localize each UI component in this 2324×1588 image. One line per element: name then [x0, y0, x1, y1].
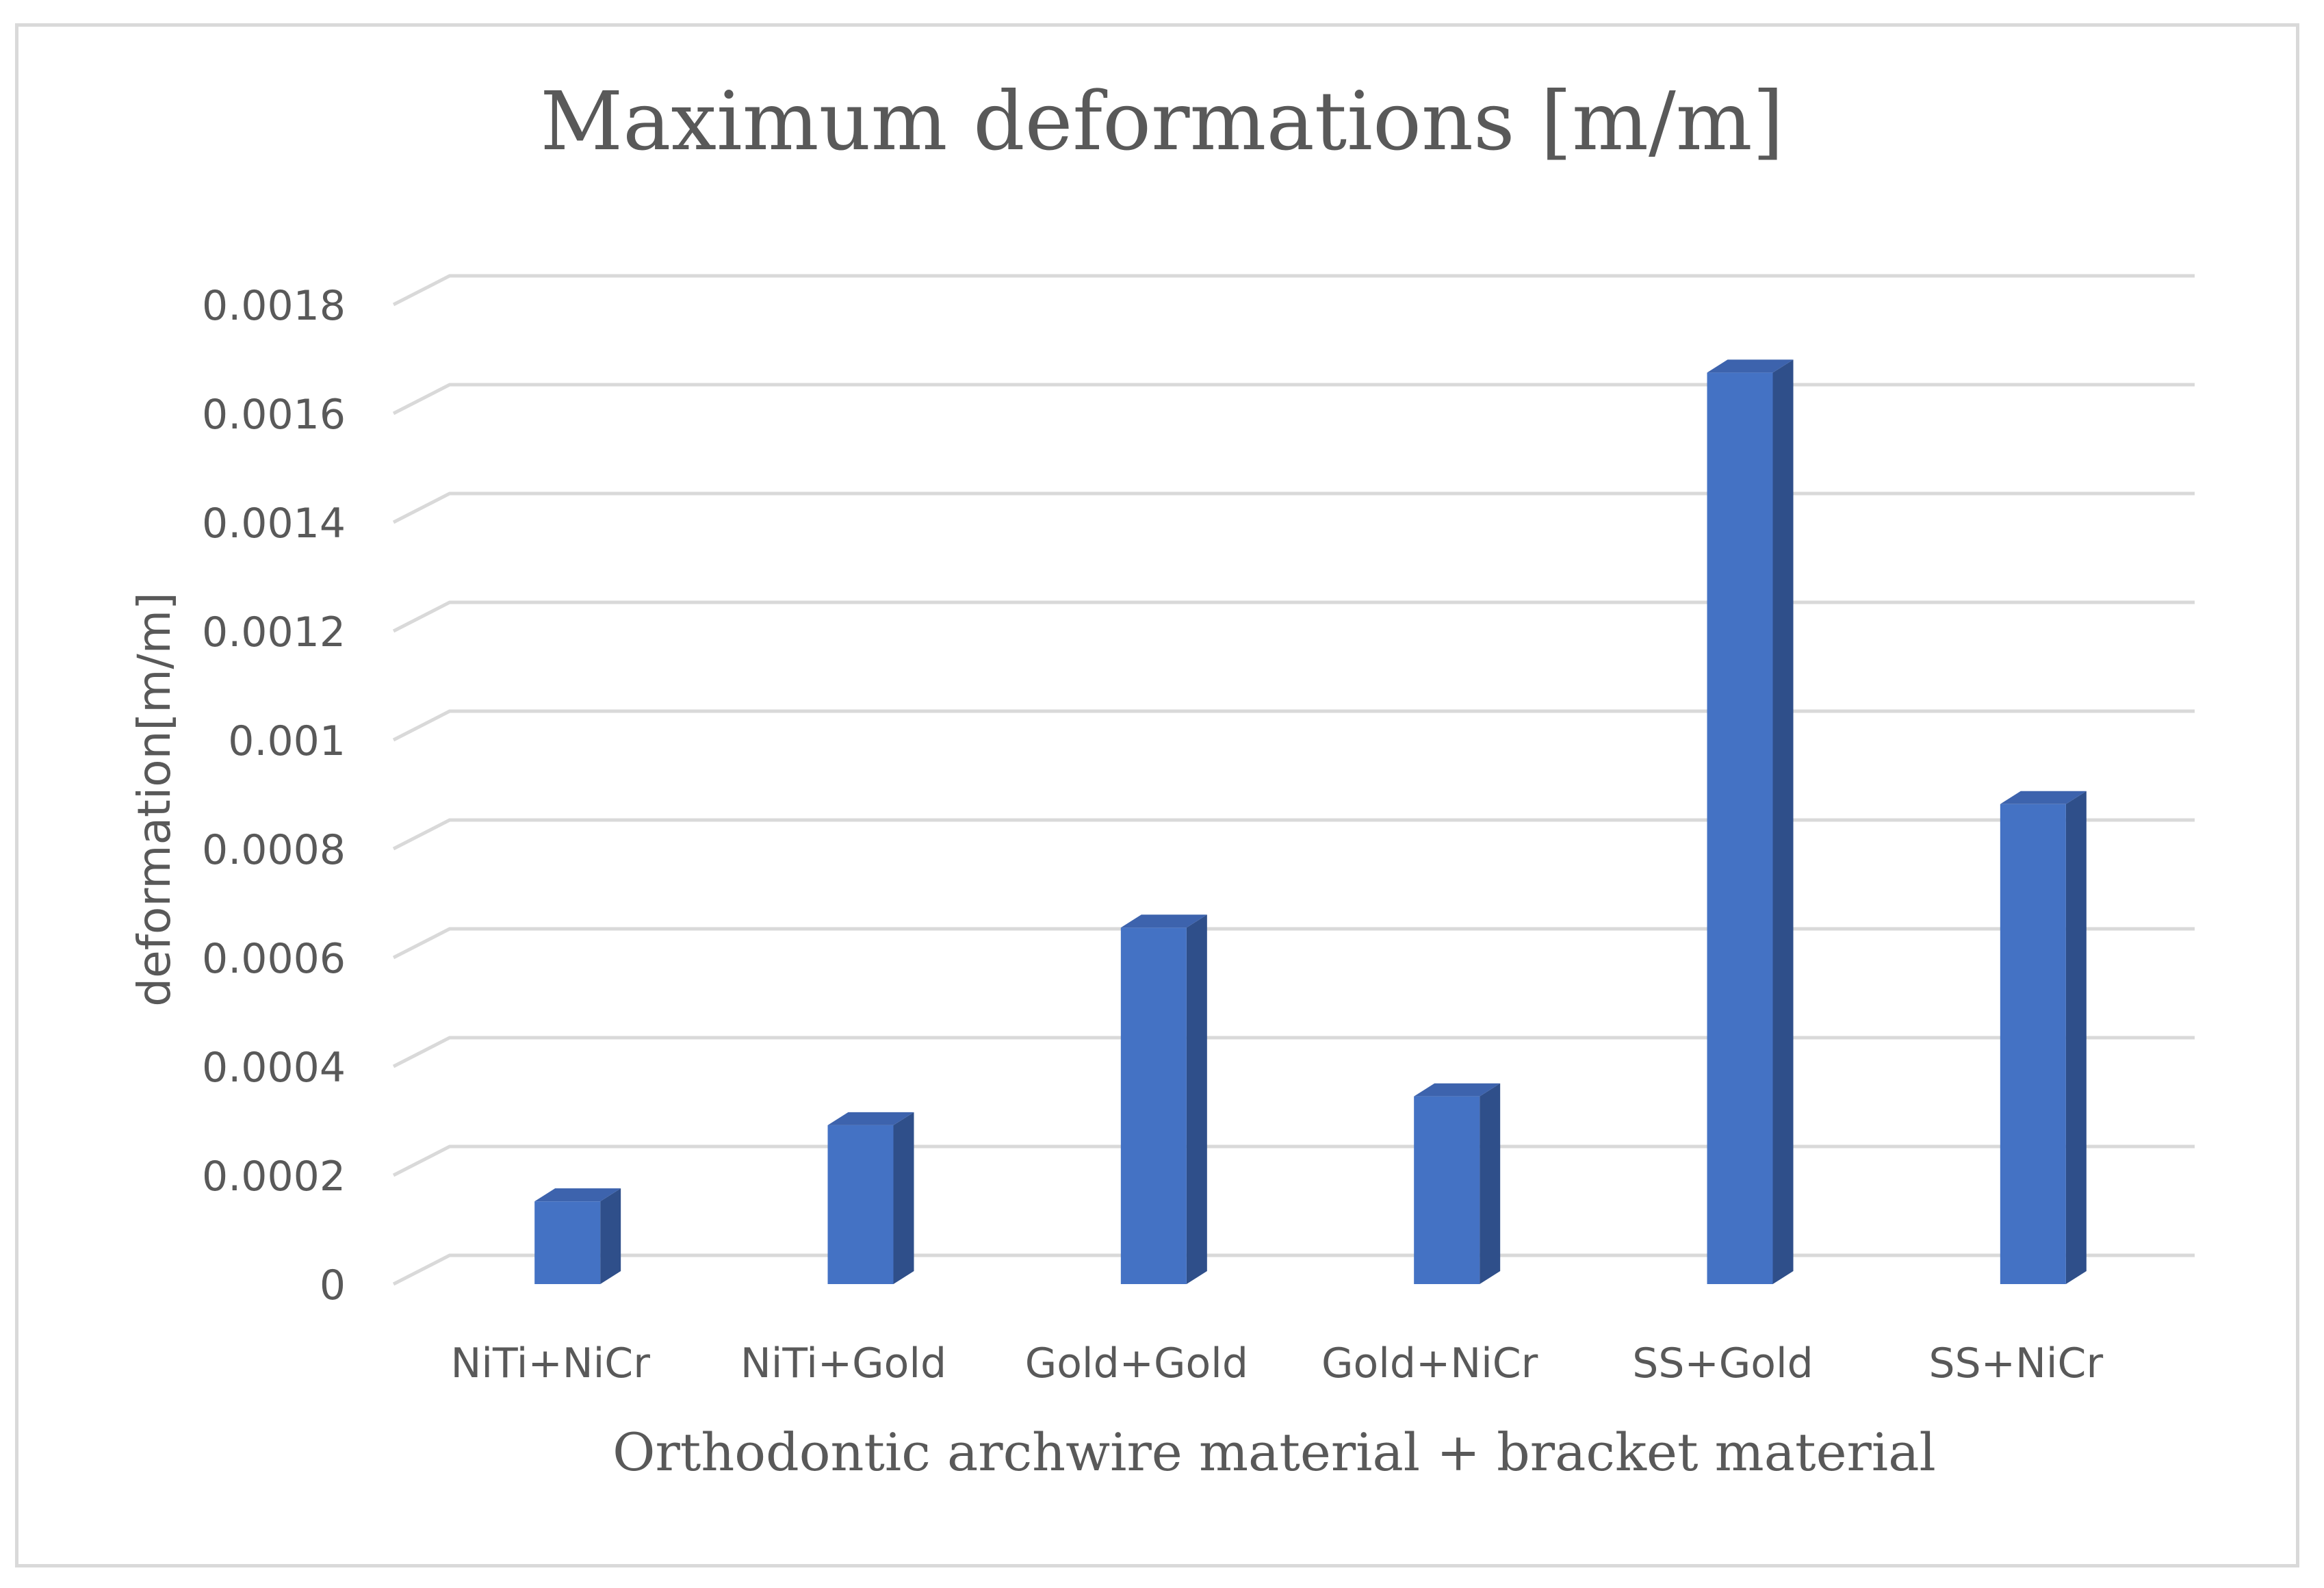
y-tick-label: 0.0016 — [202, 391, 346, 439]
x-tick-label: SS+Gold — [1632, 1340, 1813, 1387]
grid-line — [392, 383, 2195, 415]
y-tick-label: 0.001 — [228, 717, 346, 765]
grid-line — [392, 600, 2195, 633]
x-axis-label: Orthodontic archwire material + bracket … — [612, 1422, 1936, 1483]
grid-lines — [392, 274, 2195, 1286]
bar-front — [1414, 1096, 1480, 1284]
bar — [2000, 791, 2087, 1284]
grid-line — [392, 1036, 2195, 1068]
bar-front — [2000, 804, 2066, 1284]
bar-side — [2065, 791, 2087, 1284]
bars — [534, 359, 2087, 1284]
grid-line — [392, 709, 2195, 742]
bar-top — [1707, 359, 1794, 373]
bar-front — [534, 1201, 601, 1284]
bar-top — [534, 1188, 621, 1202]
bar — [1707, 359, 1794, 1284]
bar-top — [1120, 914, 1207, 928]
grid-line — [392, 818, 2195, 851]
x-tick-label: NiTi+Gold — [740, 1340, 946, 1387]
x-tick-label: Gold+Gold — [1025, 1340, 1248, 1387]
y-tick-label: 0.0004 — [202, 1044, 346, 1092]
x-tick-labels: NiTi+NiCr NiTi+Gold Gold+Gold Gold+NiCr SS+G… — [450, 1340, 2103, 1387]
y-tick-label: 0.0018 — [202, 282, 346, 330]
grid-line — [392, 491, 2195, 524]
bar-side — [1480, 1083, 1501, 1284]
grid-line — [392, 927, 2195, 960]
x-tick-label: SS+NiCr — [1929, 1340, 2104, 1387]
bar-front — [1120, 927, 1187, 1284]
y-tick-label: 0.0014 — [202, 500, 346, 548]
bar — [534, 1188, 621, 1284]
x-tick-label: NiTi+NiCr — [450, 1340, 650, 1387]
bar-side — [893, 1112, 914, 1284]
bar-front — [827, 1125, 894, 1284]
grid-line — [392, 1253, 2195, 1286]
chart-frame — [15, 23, 2299, 1567]
bar-side — [1772, 359, 1794, 1284]
y-tick-labels: 0 0.0002 0.0004 0.0006 0.0008 0.001 0.0012 0.00… — [202, 282, 346, 1309]
y-tick-label: 0.0012 — [202, 609, 346, 656]
bar-side — [600, 1188, 621, 1284]
bar-front — [1707, 372, 1773, 1284]
y-tick-label: 0.0006 — [202, 935, 346, 983]
bar — [827, 1112, 914, 1284]
y-tick-label: 0.0002 — [202, 1153, 346, 1201]
y-tick-label: 0 — [320, 1262, 346, 1309]
y-axis-label: deformation[m/m] — [128, 592, 181, 1007]
chart-title: Maximum deformations [m/m] — [540, 74, 1783, 168]
grid-line — [392, 274, 2195, 307]
grid-line — [392, 1144, 2195, 1177]
bar-top — [1414, 1083, 1501, 1097]
x-tick-label: Gold+NiCr — [1321, 1340, 1538, 1387]
bar-side — [1186, 914, 1207, 1284]
bar — [1414, 1083, 1501, 1284]
bar-top — [2000, 791, 2087, 804]
y-tick-label: 0.0008 — [202, 826, 346, 874]
bar — [1120, 914, 1207, 1284]
bar-top — [827, 1112, 914, 1125]
